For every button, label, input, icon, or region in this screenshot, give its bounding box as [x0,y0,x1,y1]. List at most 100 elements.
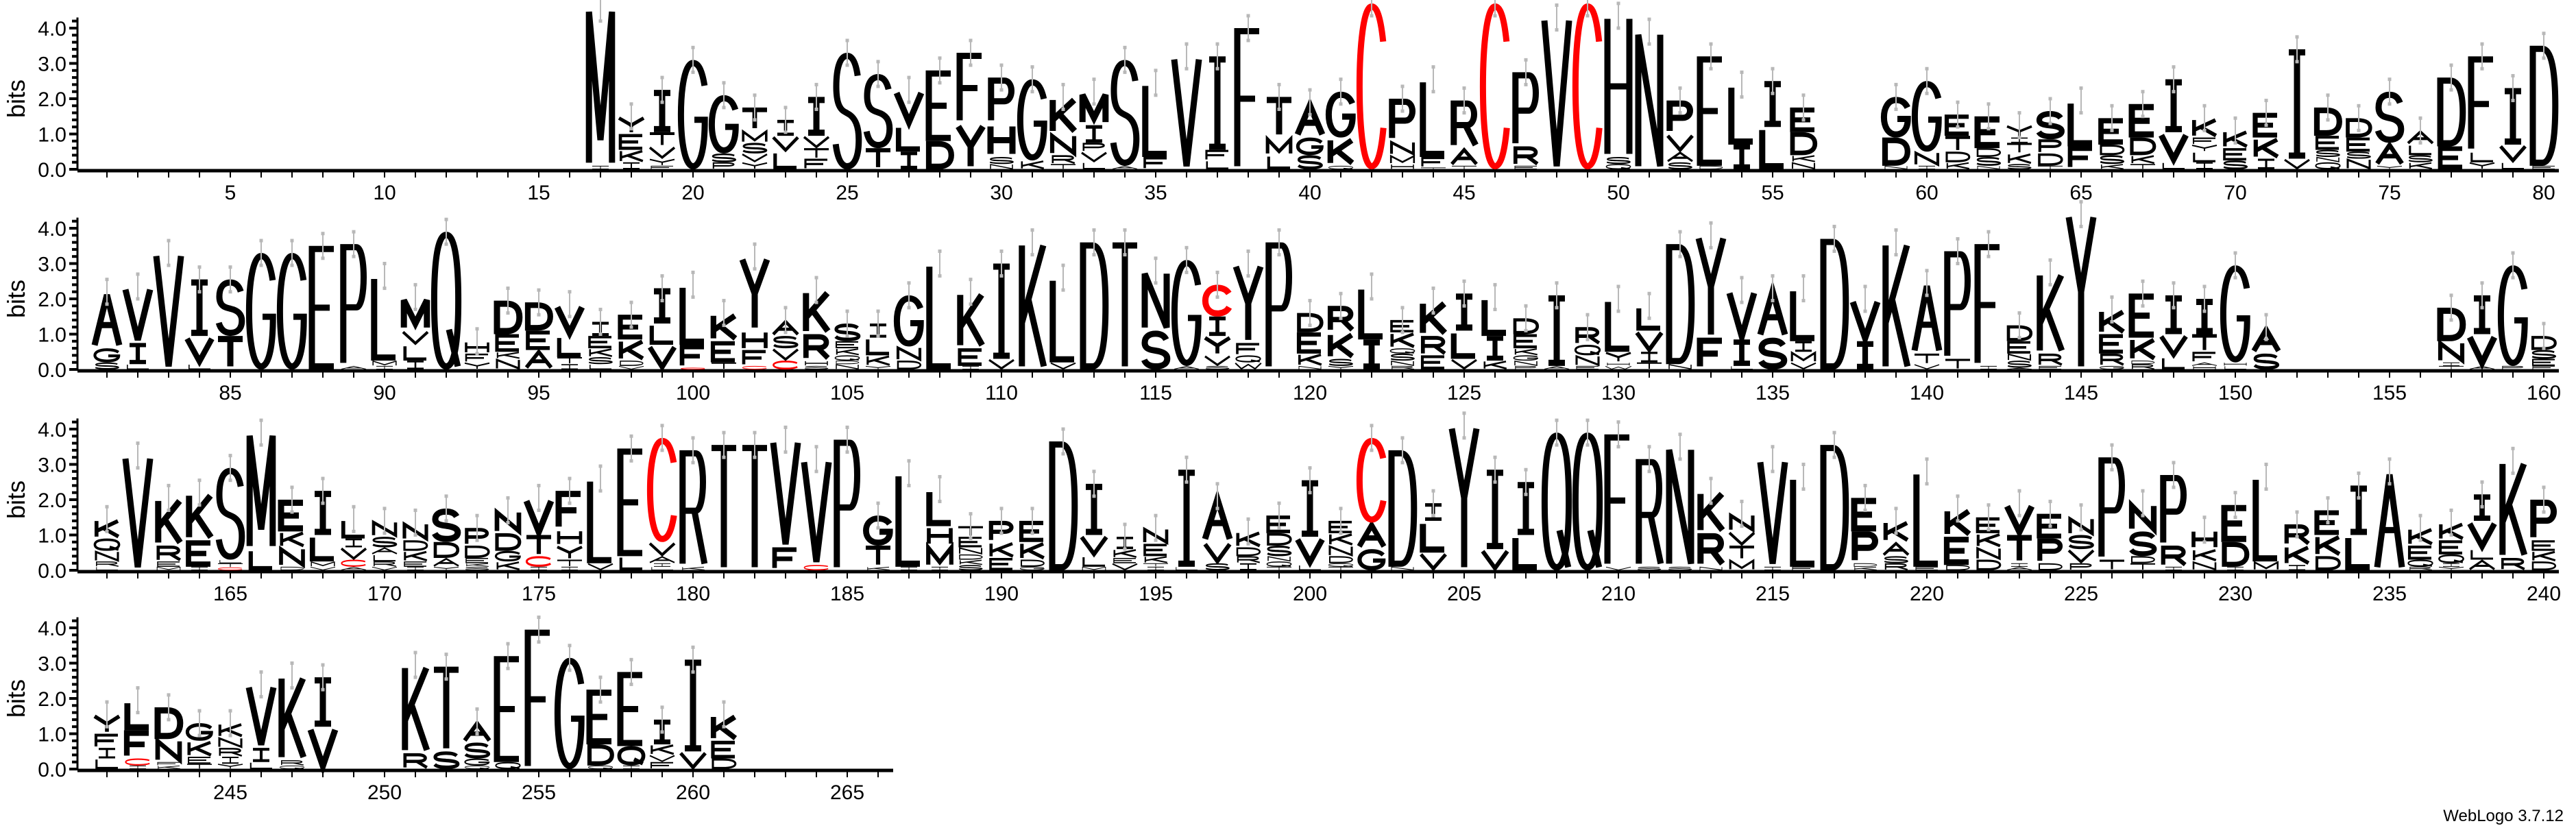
logo-stack [2007,111,2032,169]
logo-letter-K [2009,154,2031,162]
logo-letter-E [2039,366,2061,369]
logo-letter-K [158,501,180,543]
logo-letter-Q [1328,563,1352,566]
logo-stack [1144,256,1167,366]
error-bar-cap [722,324,726,328]
logo-stack [1516,467,1537,568]
logo-letter-L [1917,474,1938,563]
logo-letter-A [2377,474,2402,567]
error-bar-cap [321,501,325,505]
error-bar-cap [1740,70,1744,74]
logo-letter-K [960,295,982,345]
logo-letter-D [2039,155,2062,165]
error-bar-cap [1462,279,1466,283]
logo-letter-I [1795,342,1812,350]
error-bar-cap [1524,328,1528,332]
x-tick-label: 70 [2224,182,2246,204]
logo-stack [1668,86,1692,169]
logo-stack [899,459,920,570]
logo-letter-D [1268,535,1291,544]
error-bar-cap [2048,500,2052,504]
error-bar-cap [444,677,448,681]
logo-letter-D [1083,245,1106,366]
logo-letter-S [2069,537,2093,548]
error-bar-cap [537,313,541,317]
error-bar-cap [352,254,356,258]
logo-letter-T [2130,165,2155,169]
logo-letter-L [1454,333,1475,356]
logo-letter-E [1515,336,1537,347]
logo-letter-A [2470,561,2494,569]
logo-letter-E [1145,545,1167,555]
logo-letter-S [2224,161,2247,168]
error-bar-cap [753,242,757,246]
error-bar-cap [197,503,202,507]
error-bar-cap [444,494,448,498]
x-tick-label: 80 [2532,182,2555,204]
logo-letter-L [405,346,426,359]
error-bar-cap [1431,90,1435,94]
logo-stack [157,483,180,570]
error-bar-cap [1431,65,1435,69]
error-bar-cap [1092,102,1096,106]
logo-letter-D [2317,110,2340,133]
error-bar-cap [1339,291,1343,295]
logo-stack [2348,471,2370,568]
logo-letter-Y [866,366,890,369]
logo-letter-V [2007,507,2032,532]
logo-letter-L [374,279,396,358]
x-tick-label: 100 [676,382,710,404]
error-bar-cap [1709,42,1713,46]
logo-letter-L [1145,86,1167,154]
logo-stack [1700,476,1723,570]
x-tick-label: 75 [2378,182,2401,204]
error-bar-cap [352,230,356,234]
error-bar-cap [1524,82,1528,86]
logo-letter-S [1607,158,1630,163]
logo-letter-R [1516,148,1538,164]
logo-stack [1359,424,1384,568]
y-tick-label: 2.0 [38,489,66,512]
logo-stack [2223,251,2247,369]
error-bar-cap [2542,56,2546,60]
logo-letter-V [897,93,921,123]
logo-letter-L [1207,161,1228,168]
logo-letter-D [404,541,427,550]
error-bar-cap [1184,270,1189,274]
logo-letter-E [2533,360,2555,365]
logo-letter-Y [2377,166,2402,169]
logo-letter-K [1886,245,1908,366]
logo-letter-I [623,766,640,768]
error-bar-cap [845,38,849,42]
logo-letter-H [2194,366,2215,369]
logo-letter-S [1977,158,2000,165]
logo-letter-I [191,567,208,570]
logo-letter-I [1209,60,1226,147]
logo-letter-L [1361,289,1383,336]
logo-letter-V [526,501,551,532]
x-tick-label: 105 [830,382,864,404]
error-bar-cap [1986,254,1991,258]
logo-letter-H [559,531,581,544]
logo-letter-H [2224,363,2246,365]
error-bar-cap [1030,253,1034,257]
logo-stack [1884,82,1908,169]
x-tick-label: 120 [1293,382,1327,404]
logo-letter-W [1235,363,1261,369]
logo-letter-K [1978,535,2000,546]
logo-stack [1359,0,1383,167]
error-bar-cap [1277,526,1281,530]
logo-letter-S [1144,334,1167,367]
logo-letter-D [497,304,520,331]
error-bar-cap [814,445,818,449]
logo-letter-C [218,568,242,570]
logo-letter-T [804,149,829,158]
logo-letter-D [713,759,736,768]
error-bar-cap [568,315,572,319]
logo-letter-R [405,755,427,768]
error-bar-cap [1555,418,1559,422]
logo-letter-P [1670,103,1690,131]
x-tick-label: 225 [2064,583,2098,605]
error-bar-cap [1030,228,1034,232]
